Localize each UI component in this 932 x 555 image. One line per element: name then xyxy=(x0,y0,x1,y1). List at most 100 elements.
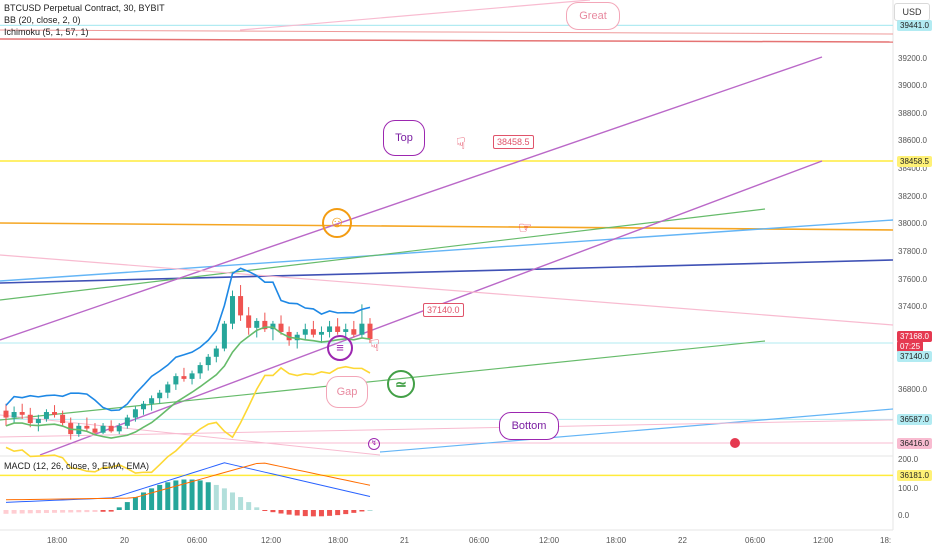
us-flag-event-icon[interactable] xyxy=(730,438,740,448)
candle-body xyxy=(302,329,308,335)
time-tick-label: 22 xyxy=(678,536,687,545)
trend-line xyxy=(0,29,894,35)
candle-body xyxy=(229,296,235,324)
candle-body xyxy=(124,417,130,426)
macd-line xyxy=(5,462,371,503)
price-badge: 36181.0 xyxy=(897,470,932,482)
candle-body xyxy=(238,296,244,316)
price-tag-mid[interactable]: 37140.0 xyxy=(423,303,464,317)
macd-tick-label: 200.0 xyxy=(898,455,919,464)
candle-body xyxy=(181,376,187,379)
candle-body xyxy=(11,412,17,418)
pointing-hand-icon[interactable]: ☞ xyxy=(518,220,533,237)
candle-body xyxy=(84,425,90,429)
macd-histogram-bar xyxy=(278,510,284,514)
candle-body xyxy=(367,323,373,340)
candle-body xyxy=(189,373,195,379)
currency-button[interactable]: USD xyxy=(894,3,930,21)
great-callout[interactable]: Great xyxy=(566,2,620,30)
candle-body xyxy=(343,329,349,332)
candle-body xyxy=(132,409,138,418)
price-tag-top[interactable]: 38458.5 xyxy=(493,135,534,149)
macd-histogram-bar xyxy=(35,510,41,514)
macd-histogram-bar xyxy=(19,510,25,514)
macd-histogram-bar xyxy=(286,510,292,515)
candle-body xyxy=(278,323,284,332)
bollinger-basis xyxy=(5,326,371,439)
candle-body xyxy=(108,425,114,432)
macd-indicator-label[interactable]: MACD (12, 26, close, 9, EMA, EMA) xyxy=(4,461,150,471)
candle-body xyxy=(165,384,171,393)
price-tick-label: 37400.0 xyxy=(898,302,927,312)
macd-histogram-bar xyxy=(302,510,308,517)
macd-histogram-bar xyxy=(124,502,130,510)
bollinger-lower-band xyxy=(5,365,371,474)
time-tick-label: 21 xyxy=(400,536,409,545)
candle-body xyxy=(157,392,163,399)
ichimoku-indicator-label[interactable]: Ichimoku (5, 1, 57, 1) xyxy=(4,27,89,37)
confused-face-icon[interactable]: ≃ xyxy=(387,370,415,398)
macd-histogram-bar xyxy=(165,482,171,510)
time-tick-label: 18:00 xyxy=(606,536,627,545)
macd-histogram-bar xyxy=(3,510,9,514)
macd-histogram-bar xyxy=(116,507,122,510)
candle-body xyxy=(60,414,66,424)
candle-body xyxy=(254,320,260,328)
time-tick-label: 06:00 xyxy=(187,536,208,545)
candle-body xyxy=(27,414,33,424)
smile-icon[interactable]: ☺ xyxy=(322,208,352,238)
candle-body xyxy=(100,425,106,433)
pointing-hand-icon[interactable]: ☟ xyxy=(370,338,380,355)
bottom-callout[interactable]: Bottom xyxy=(499,412,559,440)
candle-body xyxy=(221,323,227,349)
macd-histogram-bar xyxy=(149,488,155,510)
macd-histogram-bar xyxy=(100,510,106,512)
macd-histogram-bar xyxy=(84,510,90,513)
macd-histogram-bar xyxy=(270,510,276,513)
gap-callout[interactable]: Gap xyxy=(326,376,368,408)
price-tick-label: 38200.0 xyxy=(898,191,927,201)
price-tick-label: 37600.0 xyxy=(898,274,927,284)
trend-line xyxy=(0,222,894,231)
macd-histogram-bar xyxy=(11,510,17,514)
neutral-face-icon[interactable]: ≡ xyxy=(327,335,353,361)
candle-body xyxy=(35,418,41,424)
price-badge: 39441.0 xyxy=(897,20,932,32)
candle-body xyxy=(246,315,252,328)
candle-body xyxy=(205,356,211,366)
candle-body xyxy=(43,412,49,419)
macd-tick-label: 0.0 xyxy=(898,511,910,520)
price-tick-label: 38800.0 xyxy=(898,108,927,118)
bb-indicator-label[interactable]: BB (20, close, 2, 0) xyxy=(4,15,81,25)
trend-line xyxy=(0,259,894,284)
bollinger-upper-band xyxy=(5,267,371,412)
trend-line xyxy=(0,340,766,421)
price-tick-label: 39000.0 xyxy=(898,81,927,91)
price-tick-label: 38600.0 xyxy=(898,136,927,146)
candle-body xyxy=(286,331,292,341)
lightning-event-icon[interactable]: ↯ xyxy=(368,438,380,450)
price-tick-label: 39200.0 xyxy=(898,53,927,63)
time-tick-label: 12:00 xyxy=(813,536,834,545)
price-tick-label: 38400.0 xyxy=(898,164,927,174)
macd-histogram-bar xyxy=(327,510,333,516)
candle-body xyxy=(351,329,357,335)
trend-line xyxy=(379,408,894,453)
candle-body xyxy=(310,329,316,335)
macd-tick-label: 100.0 xyxy=(898,484,919,493)
top-callout[interactable]: Top xyxy=(383,120,425,156)
trend-line xyxy=(0,219,894,282)
macd-histogram-bar xyxy=(310,510,316,517)
macd-histogram-bar xyxy=(27,510,33,514)
pointing-hand-icon[interactable]: ☟ xyxy=(456,136,466,153)
macd-histogram-bar xyxy=(221,488,227,510)
macd-histogram-bar xyxy=(52,510,58,513)
macd-histogram-bar xyxy=(343,510,349,515)
macd-histogram-bar xyxy=(213,484,219,510)
price-badge: 37140.0 xyxy=(897,351,932,362)
macd-histogram-bar xyxy=(60,510,66,513)
macd-histogram-bar xyxy=(76,510,82,513)
macd-histogram-bar xyxy=(238,497,244,510)
price-badge: 36587.0 xyxy=(897,414,932,426)
candle-body xyxy=(294,334,300,341)
